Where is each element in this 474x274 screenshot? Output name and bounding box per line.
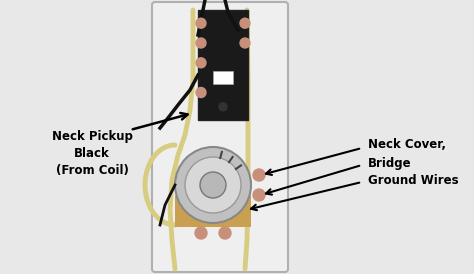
Circle shape xyxy=(175,147,251,223)
Text: Neck Cover,: Neck Cover, xyxy=(368,138,446,152)
Circle shape xyxy=(196,58,206,68)
Circle shape xyxy=(200,172,226,198)
Text: Bridge: Bridge xyxy=(368,156,411,170)
Circle shape xyxy=(196,87,206,98)
Text: Neck Pickup
Black
(From Coil): Neck Pickup Black (From Coil) xyxy=(52,130,132,177)
Circle shape xyxy=(195,227,207,239)
Circle shape xyxy=(196,18,206,28)
Bar xyxy=(198,10,248,120)
Bar xyxy=(175,196,251,227)
Circle shape xyxy=(219,103,227,111)
FancyBboxPatch shape xyxy=(152,2,288,272)
Circle shape xyxy=(253,169,265,181)
Circle shape xyxy=(219,227,231,239)
Circle shape xyxy=(240,38,250,48)
Circle shape xyxy=(196,38,206,48)
Circle shape xyxy=(253,189,265,201)
Bar xyxy=(213,70,233,84)
Circle shape xyxy=(240,18,250,28)
Circle shape xyxy=(185,157,241,213)
Text: Ground Wires: Ground Wires xyxy=(368,175,459,187)
